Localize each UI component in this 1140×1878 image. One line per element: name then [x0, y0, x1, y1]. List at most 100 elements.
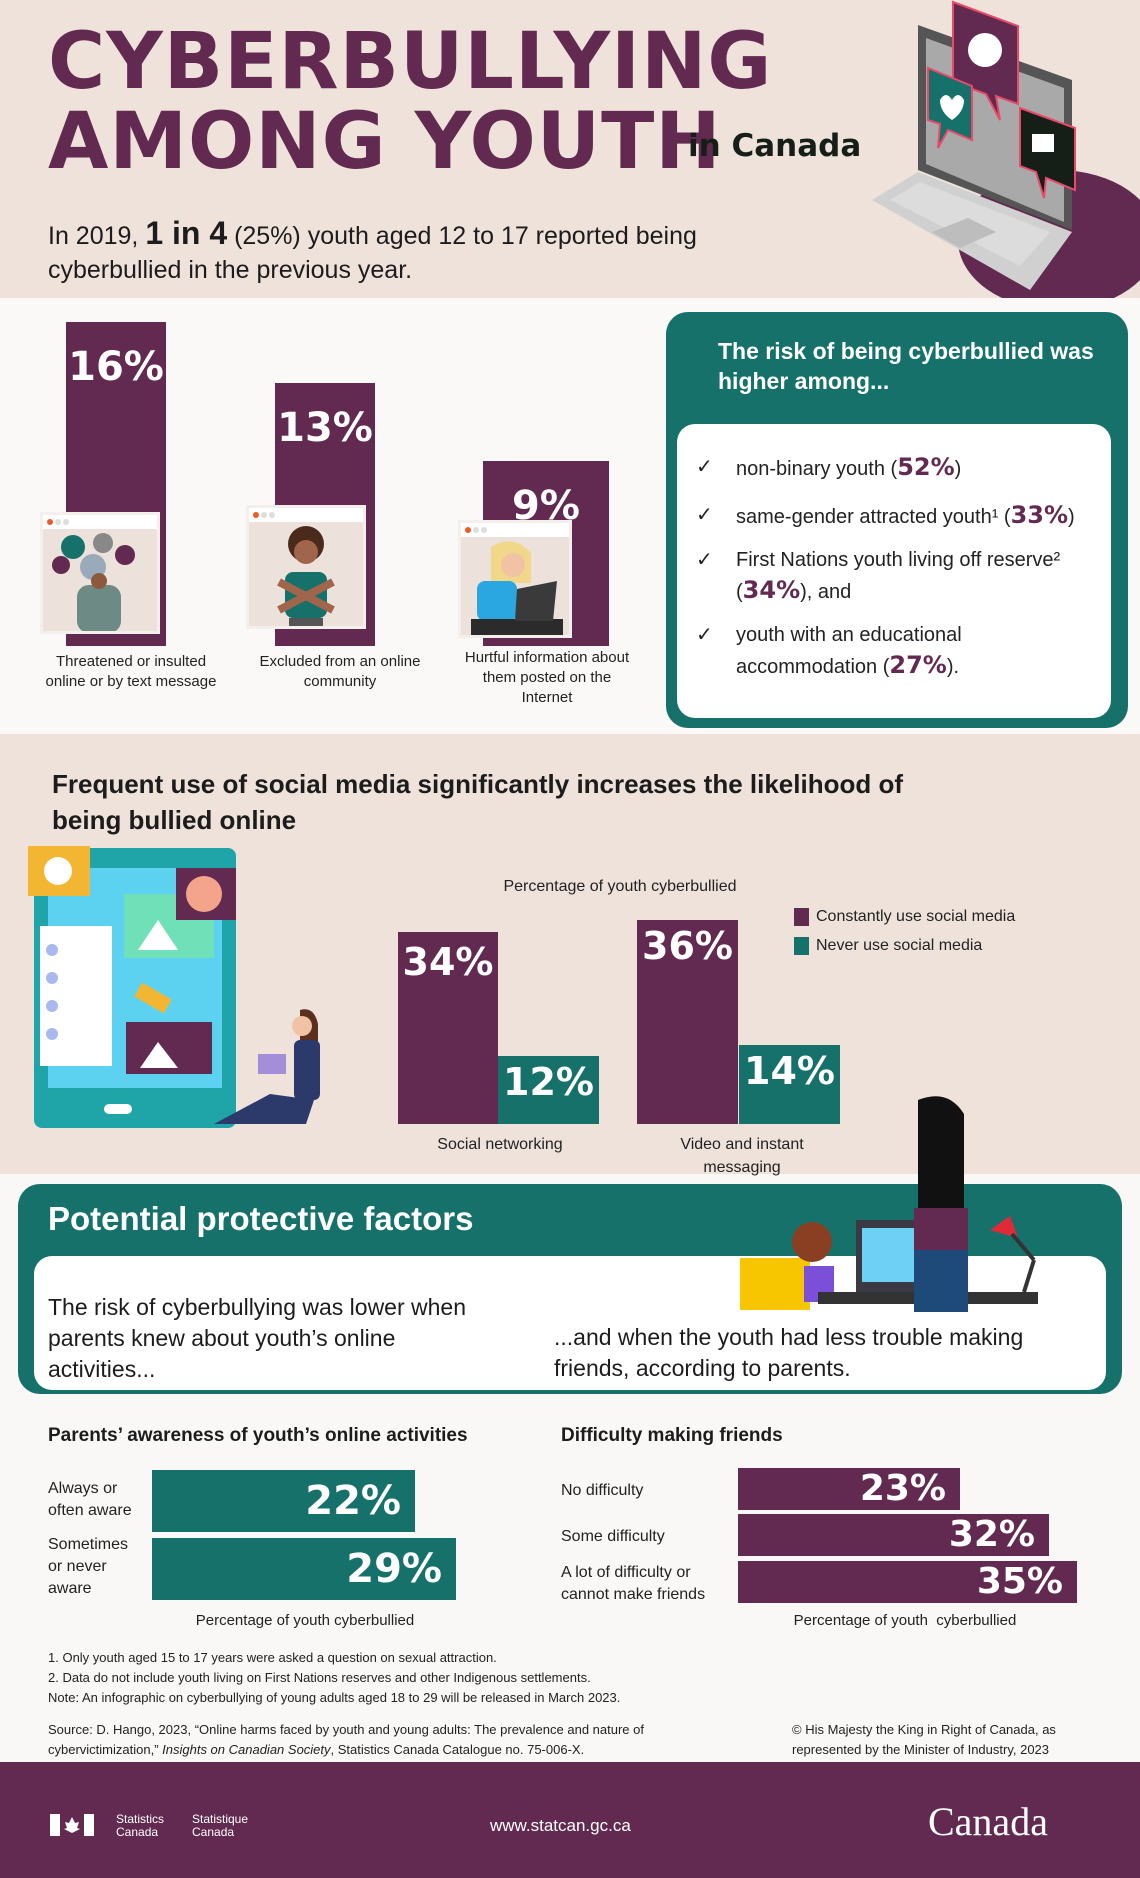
bar-value: 29%	[346, 1546, 442, 1592]
risk-text-end: )	[954, 458, 962, 480]
illustration-excluded-woman	[246, 505, 366, 629]
friends-label-a-lot-of-difficulty: A lot of difficulty or cannot make frien…	[561, 1564, 706, 1603]
awareness-title: Parents’ awareness of youth’s online act…	[48, 1425, 468, 1446]
social-chart-caption: Percentage of youth cyberbullied	[503, 878, 737, 895]
stat-fr-line-1: Statistique	[192, 1812, 249, 1826]
statcan-fr-signature: Statistique Canada	[192, 1813, 248, 1839]
x-label-video-messaging: Video and instant messaging	[680, 1136, 804, 1176]
footer	[0, 1762, 1140, 1878]
check-icon: ✓	[696, 549, 713, 571]
risk-list	[677, 424, 1111, 718]
stat-en-line-2: Canada	[116, 1825, 159, 1839]
legend-label-never: Never use social media	[816, 937, 983, 954]
bar-video-messaging-constant: 36%	[637, 920, 738, 1124]
risk-title: The risk of being cyberbullied was highe…	[718, 338, 1094, 394]
source-citation: Source: D. Hango, 2023, “Online harms fa…	[48, 1720, 748, 1760]
statcan-website-link[interactable]: www.statcan.gc.ca	[490, 1816, 631, 1835]
friends-label-no-difficulty: No difficulty	[561, 1482, 644, 1499]
friends-bar-no-difficulty: 23%	[738, 1468, 960, 1510]
footnotes: 1. Only youth aged 15 to 17 years were a…	[48, 1648, 620, 1708]
woman-with-laptop-illustration	[210, 1004, 350, 1128]
friends-bar-some-difficulty: 32%	[738, 1514, 1049, 1556]
footnote-2: 2. Data do not include youth living on F…	[48, 1670, 591, 1685]
friends-label-some-difficulty: Some difficulty	[561, 1528, 665, 1545]
footnote-1: 1. Only youth aged 15 to 17 years were a…	[48, 1650, 497, 1665]
legend-swatch-never	[794, 937, 809, 955]
friends-axis-caption: Percentage of youth cyberbullied	[793, 1612, 1017, 1629]
illustration-upset-woman-laptop	[458, 520, 572, 638]
source-text: Source: D. Hango, 2023, “Online harms fa…	[48, 1722, 644, 1757]
source-publication: Insights on Canadian Society	[162, 1742, 331, 1757]
check-icon: ✓	[696, 624, 713, 646]
stat-en-line-1: Statistics	[116, 1812, 165, 1826]
canada-wordmark: Canada	[928, 1798, 1048, 1845]
risk-text-end: )	[1068, 506, 1075, 528]
risk-pct: 27%	[889, 651, 947, 679]
legend-swatch-constant	[794, 908, 809, 926]
title-line-1: CYBERBULLYING	[48, 17, 773, 107]
bar-value: 32%	[948, 1514, 1035, 1555]
risk-item-same-gender: ✓ same-gender attracted youth¹ (33%)	[696, 500, 1116, 532]
angry-face-icon	[952, 0, 1019, 121]
legend-label-constant: Constantly use social media	[816, 908, 1016, 925]
awareness-bar-sometimes: 29%	[152, 1538, 456, 1600]
intro-text: In 2019, 1 in 4 (25%) youth aged 12 to 1…	[48, 216, 768, 287]
social-media-title: Frequent use of social media significant…	[52, 769, 903, 835]
risk-pct: 33%	[1010, 501, 1069, 529]
bar-value: 22%	[305, 1478, 401, 1524]
page-title: CYBERBULLYING AMONG YOUTH	[48, 22, 772, 182]
bar-value: 12%	[503, 1060, 594, 1104]
intro-rest: (25%) youth aged 12 to 17 reported being…	[48, 222, 697, 284]
bar-label-threatened: Threatened or insulted online or by text…	[45, 653, 217, 690]
bar-label-hurtful-info: Hurtful information about them posted on…	[464, 649, 630, 706]
risk-text-end: ).	[946, 656, 960, 678]
source-text-end: , Statistics Canada Catalogue no. 75-006…	[330, 1742, 585, 1757]
risk-text: youth with an educational accommodation …	[736, 624, 962, 678]
risk-pct: 52%	[897, 453, 955, 481]
bar-value: 13%	[277, 405, 373, 451]
bar-social-networking-never: 12%	[498, 1056, 599, 1124]
bar-value: 36%	[642, 924, 733, 968]
bar-value: 23%	[859, 1468, 946, 1509]
bar-video-messaging-never: 14%	[739, 1045, 840, 1124]
check-icon: ✓	[696, 456, 713, 478]
protective-left-text: The risk of cyberbullying was lower when…	[48, 1294, 467, 1382]
desk-lamp-icon	[990, 1216, 1036, 1293]
tablet-illustration	[28, 846, 238, 1130]
awareness-axis-caption: Percentage of youth cyberbullied	[195, 1612, 415, 1629]
friends-bar-a-lot-of-difficulty: 35%	[738, 1561, 1077, 1603]
risk-text-end: ), and	[800, 581, 852, 603]
neutral-face-icon	[28, 846, 90, 896]
risk-pct: 34%	[742, 576, 801, 604]
thumbs-down-icon	[176, 868, 236, 920]
footnote-note: Note: An infographic on cyberbullying of…	[48, 1690, 621, 1705]
bar-label-excluded: Excluded from an online community	[259, 653, 421, 690]
intro-emphasis: 1 in 4	[145, 215, 228, 251]
statcan-en-signature: Statistics Canada	[116, 1813, 164, 1839]
illustration-chat-bubbles	[40, 512, 160, 634]
laptop-illustration	[800, 0, 1140, 310]
awareness-label-sometimes: Sometimes or never aware	[48, 1536, 129, 1597]
bar-value: 16%	[68, 344, 164, 390]
risk-item-non-binary: ✓ non-binary youth (52%)	[696, 452, 1106, 484]
stat-fr-line-2: Canada	[192, 1825, 235, 1839]
awareness-bar-always: 22%	[152, 1470, 415, 1532]
x-label-social-networking: Social networking	[437, 1136, 563, 1153]
check-icon: ✓	[696, 504, 713, 526]
wordmark-text: Canada	[928, 1799, 1048, 1844]
broken-heart-icon	[927, 66, 973, 149]
risk-text: First Nations youth living off reserve² …	[736, 549, 1061, 603]
risk-item-educational: ✓ youth with an educational accommodatio…	[696, 620, 1026, 682]
protective-title: Potential protective factors	[48, 1200, 474, 1237]
bar-value: 35%	[976, 1561, 1063, 1602]
risk-text: non-binary youth (	[736, 458, 898, 480]
risk-item-first-nations: ✓ First Nations youth living off reserve…	[696, 545, 1096, 607]
price-tag-icon	[134, 982, 172, 1014]
title-line-2: AMONG YOUTH	[48, 97, 722, 187]
awareness-label-always: Always or often aware	[48, 1480, 132, 1519]
title-suffix: in Canada	[688, 128, 862, 164]
friends-title: Difficulty making friends	[561, 1425, 783, 1446]
risk-text: same-gender attracted youth¹ (	[736, 506, 1011, 528]
mother-child-computer-illustration	[738, 1090, 1048, 1312]
canada-flag-icon	[50, 1814, 94, 1836]
